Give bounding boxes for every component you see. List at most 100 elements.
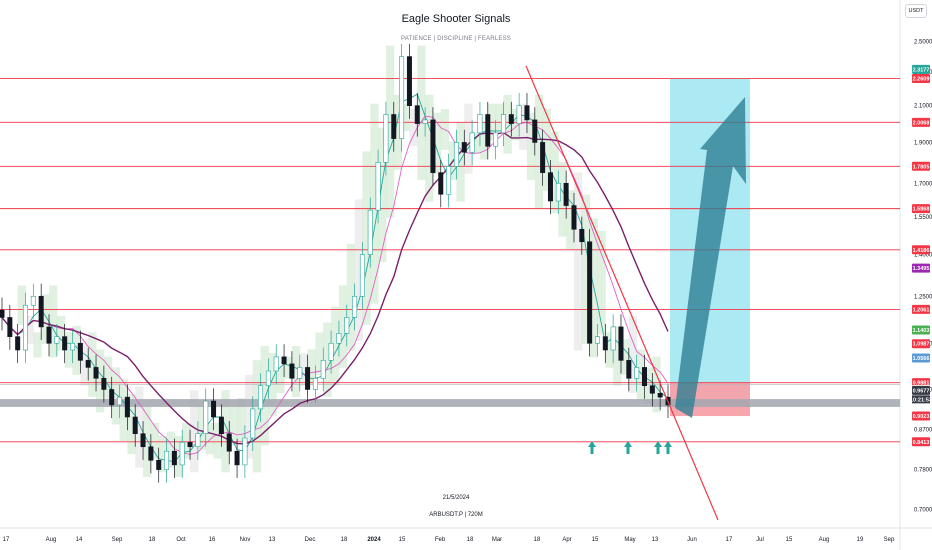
- candle: [626, 347, 632, 392]
- cloud-segment: [636, 349, 645, 401]
- cloud-segment: [456, 122, 465, 202]
- candle-body: [493, 132, 499, 147]
- cloud-segment: [346, 243, 356, 351]
- candle-body: [85, 360, 91, 368]
- candle: [0, 297, 5, 331]
- candle-body: [211, 400, 217, 418]
- candle: [156, 447, 162, 483]
- cloud-segment: [370, 103, 379, 304]
- currency-badge[interactable]: USDT: [905, 4, 927, 18]
- price-tag-bg: [912, 74, 930, 84]
- price-tag-bg: [912, 263, 930, 273]
- cloud-segment: [80, 339, 89, 386]
- candle: [532, 107, 538, 156]
- price-tag-bg: [912, 339, 930, 349]
- candle-body: [399, 56, 405, 139]
- candle: [46, 314, 52, 357]
- price-tag-bg: [912, 64, 930, 74]
- cloud-segment: [323, 322, 332, 397]
- cloud-segment: [331, 306, 340, 386]
- x-axis-tick-label: 16: [209, 537, 216, 543]
- candle-body: [101, 377, 107, 390]
- support-zone-band: [0, 399, 900, 407]
- cloud-segment: [135, 386, 144, 468]
- y-axis-tick-label: 2.1000: [914, 104, 932, 110]
- x-axis-tick-label: 13: [269, 537, 276, 543]
- candle: [399, 43, 405, 152]
- cloud-segment: [213, 422, 222, 459]
- candle: [211, 388, 217, 431]
- candle: [469, 120, 475, 166]
- cloud-segment: [299, 353, 309, 386]
- candle-body: [508, 114, 514, 124]
- candle-body: [289, 363, 295, 379]
- cloud-segment: [252, 360, 262, 473]
- x-axis-tick-label: 17: [3, 537, 10, 543]
- candle: [273, 344, 279, 385]
- candle-body: [649, 385, 655, 394]
- price-tag: 1.1403: [912, 325, 930, 335]
- y-axis-tick-label: 1.5500: [914, 215, 932, 221]
- x-axis-tick-label: 15: [786, 537, 793, 543]
- candle: [422, 107, 428, 137]
- cloud-segment: [378, 127, 387, 263]
- candle: [187, 429, 193, 460]
- cloud-segment: [221, 390, 230, 473]
- cloud-segment: [315, 332, 324, 375]
- price-tag: 1.0566: [912, 353, 930, 363]
- candle-body: [532, 119, 538, 143]
- candle: [634, 354, 640, 392]
- x-axis-tick-label: 18: [467, 537, 474, 543]
- price-tag-label: 1.4186: [913, 248, 930, 254]
- x-axis-tick-label: Jun: [687, 537, 697, 543]
- candle-body: [367, 209, 373, 255]
- cloud-segment: [597, 230, 606, 335]
- x-axis-tick-label: Jul: [756, 537, 764, 543]
- candle: [70, 330, 76, 364]
- candle-body: [46, 326, 52, 344]
- cloud-segment: [558, 161, 567, 237]
- x-axis-tick-label: Dec: [305, 537, 316, 543]
- candle: [281, 344, 287, 377]
- candle: [38, 283, 44, 341]
- price-tag: 1.2061: [912, 304, 930, 314]
- candle-body: [414, 105, 420, 124]
- cloud-segment: [542, 109, 551, 191]
- cloud-segment: [33, 332, 42, 358]
- candle: [242, 425, 248, 478]
- price-tag: 0.9023: [912, 411, 930, 421]
- x-axis-tick-label: 17: [726, 537, 733, 543]
- cloud-segment: [581, 194, 591, 345]
- price-tag-label: 0.9023: [913, 414, 930, 420]
- price-tag-label: 1.0987: [913, 342, 930, 348]
- cloud-segment: [605, 332, 614, 368]
- candle: [15, 323, 21, 364]
- x-axis-tick-label: Oct: [176, 537, 186, 543]
- candle: [195, 421, 201, 460]
- buy-signal-arrow: [588, 441, 596, 454]
- x-axis-tick-label: Nov: [240, 537, 251, 543]
- cloud-segment: [56, 316, 66, 351]
- candle: [493, 120, 499, 160]
- candle-body: [234, 450, 240, 466]
- candle: [336, 320, 342, 357]
- y-axis-tick-label: 1.2500: [914, 294, 932, 300]
- candle-body: [453, 142, 459, 167]
- candle-body: [446, 166, 452, 195]
- candle: [250, 396, 256, 452]
- candle: [579, 216, 585, 255]
- candle: [375, 149, 381, 224]
- candle-body: [312, 377, 318, 390]
- candle: [516, 93, 522, 137]
- cloud-segment: [284, 356, 293, 379]
- buy-signal-arrow: [654, 441, 662, 454]
- candle-body: [273, 356, 279, 372]
- candle: [352, 283, 358, 331]
- candle-body: [641, 367, 647, 387]
- candle-body: [23, 304, 29, 351]
- candle-body: [500, 114, 506, 134]
- candle-body: [38, 295, 44, 328]
- candle: [124, 384, 130, 431]
